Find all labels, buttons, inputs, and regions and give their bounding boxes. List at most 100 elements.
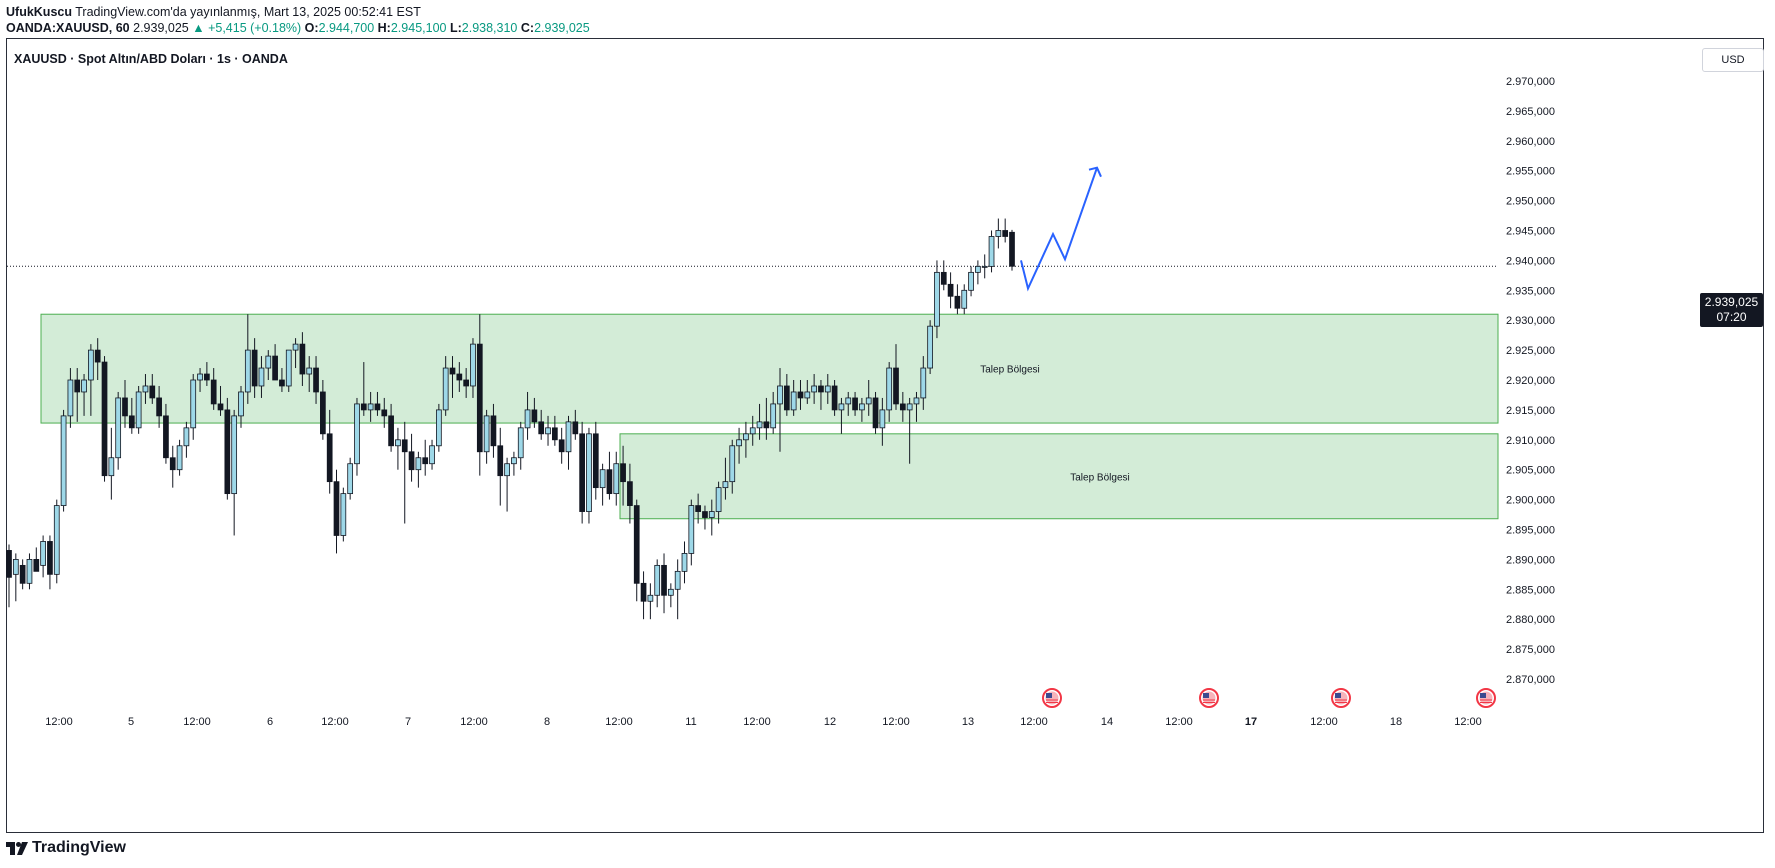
- candle-body: [715, 487, 722, 512]
- currency-button[interactable]: USD: [1702, 48, 1764, 72]
- high-label: H:: [377, 21, 391, 35]
- candle-body: [940, 271, 947, 285]
- demand-zone-1: [40, 313, 1499, 424]
- candle-body: [299, 343, 306, 375]
- symbol-label: OANDA:XAUUSD, 60: [6, 21, 130, 35]
- y-tick-label: 2.915,000: [1506, 405, 1555, 417]
- change-value: ▲ +5,415 (+0.18%): [192, 21, 302, 35]
- candle-body: [831, 385, 838, 411]
- candle-body: [756, 421, 763, 429]
- candle-body: [176, 445, 183, 471]
- candle-body: [497, 445, 504, 477]
- candle-body: [913, 397, 920, 405]
- candle-body: [456, 373, 463, 381]
- x-tick-label: 12:00: [460, 716, 488, 728]
- candle-body: [163, 415, 169, 459]
- us-flag-event-icon[interactable]: [1199, 688, 1219, 708]
- candle-body: [135, 391, 142, 429]
- candle-body: [852, 397, 858, 411]
- candle-body: [695, 505, 701, 512]
- x-tick-label: 12:00: [743, 716, 771, 728]
- candle-body: [108, 457, 115, 477]
- candle-body: [934, 271, 940, 327]
- candle-body: [47, 541, 53, 575]
- candle-body: [777, 385, 783, 405]
- y-tick-label: 2.890,000: [1506, 554, 1555, 566]
- candle-body: [681, 553, 688, 572]
- candle-body: [599, 469, 606, 489]
- x-tick-label: 12:00: [605, 716, 633, 728]
- candle-body: [661, 564, 667, 596]
- candle-body: [722, 481, 729, 489]
- y-tick-label: 2.925,000: [1506, 345, 1555, 357]
- candle-body: [231, 415, 238, 495]
- candle-body: [60, 415, 67, 506]
- candle-body: [449, 367, 456, 375]
- us-flag-event-icon[interactable]: [1042, 688, 1062, 708]
- x-tick-label: 7: [405, 716, 411, 728]
- x-tick-label: 12:00: [45, 716, 73, 728]
- x-tick-label: 12: [824, 716, 836, 728]
- x-tick-label: 8: [544, 716, 550, 728]
- candle-body: [702, 511, 708, 518]
- candle-body: [74, 379, 81, 393]
- candle-body: [804, 391, 811, 399]
- y-tick-label: 2.955,000: [1506, 166, 1555, 178]
- candle-body: [647, 594, 654, 602]
- candle-body: [190, 379, 197, 429]
- candle-body: [149, 385, 156, 399]
- us-flag-event-icon[interactable]: [1331, 688, 1351, 708]
- candle-body: [320, 391, 326, 435]
- candle-body: [975, 265, 981, 273]
- candle-body: [954, 295, 961, 309]
- candle-body: [729, 445, 736, 483]
- zone-label-1: Talep Bölgesi: [980, 365, 1039, 376]
- price-tag-value: 2.939,025: [1704, 295, 1759, 309]
- candle-body: [579, 433, 585, 512]
- candle-body: [1002, 230, 1009, 237]
- x-tick-label: 12:00: [1020, 716, 1048, 728]
- candle-body: [538, 421, 545, 435]
- candle-body: [490, 415, 497, 447]
- candle-body: [476, 343, 483, 453]
- candle-body: [824, 385, 831, 393]
- high-value: 2.945,100: [390, 21, 447, 35]
- candle-body: [156, 397, 162, 417]
- candle-body: [845, 397, 852, 405]
- candle-body: [12, 559, 19, 575]
- zone-label-2: Talep Bölgesi: [1070, 472, 1129, 483]
- y-tick-label: 2.960,000: [1506, 136, 1555, 148]
- x-tick-label: 6: [267, 716, 273, 728]
- candle-body: [217, 403, 224, 411]
- candle-body: [674, 570, 681, 590]
- candle-body: [504, 463, 510, 477]
- candle-body: [783, 385, 790, 411]
- candle-body: [763, 421, 770, 429]
- chart-frame[interactable]: [6, 38, 1764, 833]
- y-tick-label: 2.910,000: [1506, 435, 1555, 447]
- candle-body: [470, 343, 476, 387]
- x-tick-label: 12:00: [183, 716, 211, 728]
- us-flag-event-icon[interactable]: [1476, 688, 1496, 708]
- candle-body: [408, 451, 415, 471]
- x-tick-label: 12:00: [1310, 716, 1338, 728]
- candle-body: [53, 505, 60, 575]
- tradingview-logo[interactable]: TradingView: [6, 839, 126, 857]
- candle-body: [893, 367, 899, 405]
- candle-body: [920, 367, 927, 399]
- candle-body: [627, 481, 633, 506]
- candle-body: [558, 439, 565, 453]
- header-line-2: OANDA:XAUUSD, 60 2.939,025 ▲ +5,415 (+0.…: [6, 20, 590, 36]
- candle-body: [995, 230, 1002, 237]
- y-tick-label: 2.930,000: [1506, 315, 1555, 327]
- close-label: C:: [520, 21, 535, 35]
- y-tick-label: 2.885,000: [1506, 584, 1555, 596]
- candle-body: [26, 559, 33, 584]
- y-tick-label: 2.965,000: [1506, 106, 1555, 118]
- candle-body: [770, 403, 777, 429]
- candle-body: [101, 361, 108, 477]
- candle-body: [367, 403, 374, 411]
- candle-body: [279, 379, 285, 387]
- candle-body: [19, 564, 26, 584]
